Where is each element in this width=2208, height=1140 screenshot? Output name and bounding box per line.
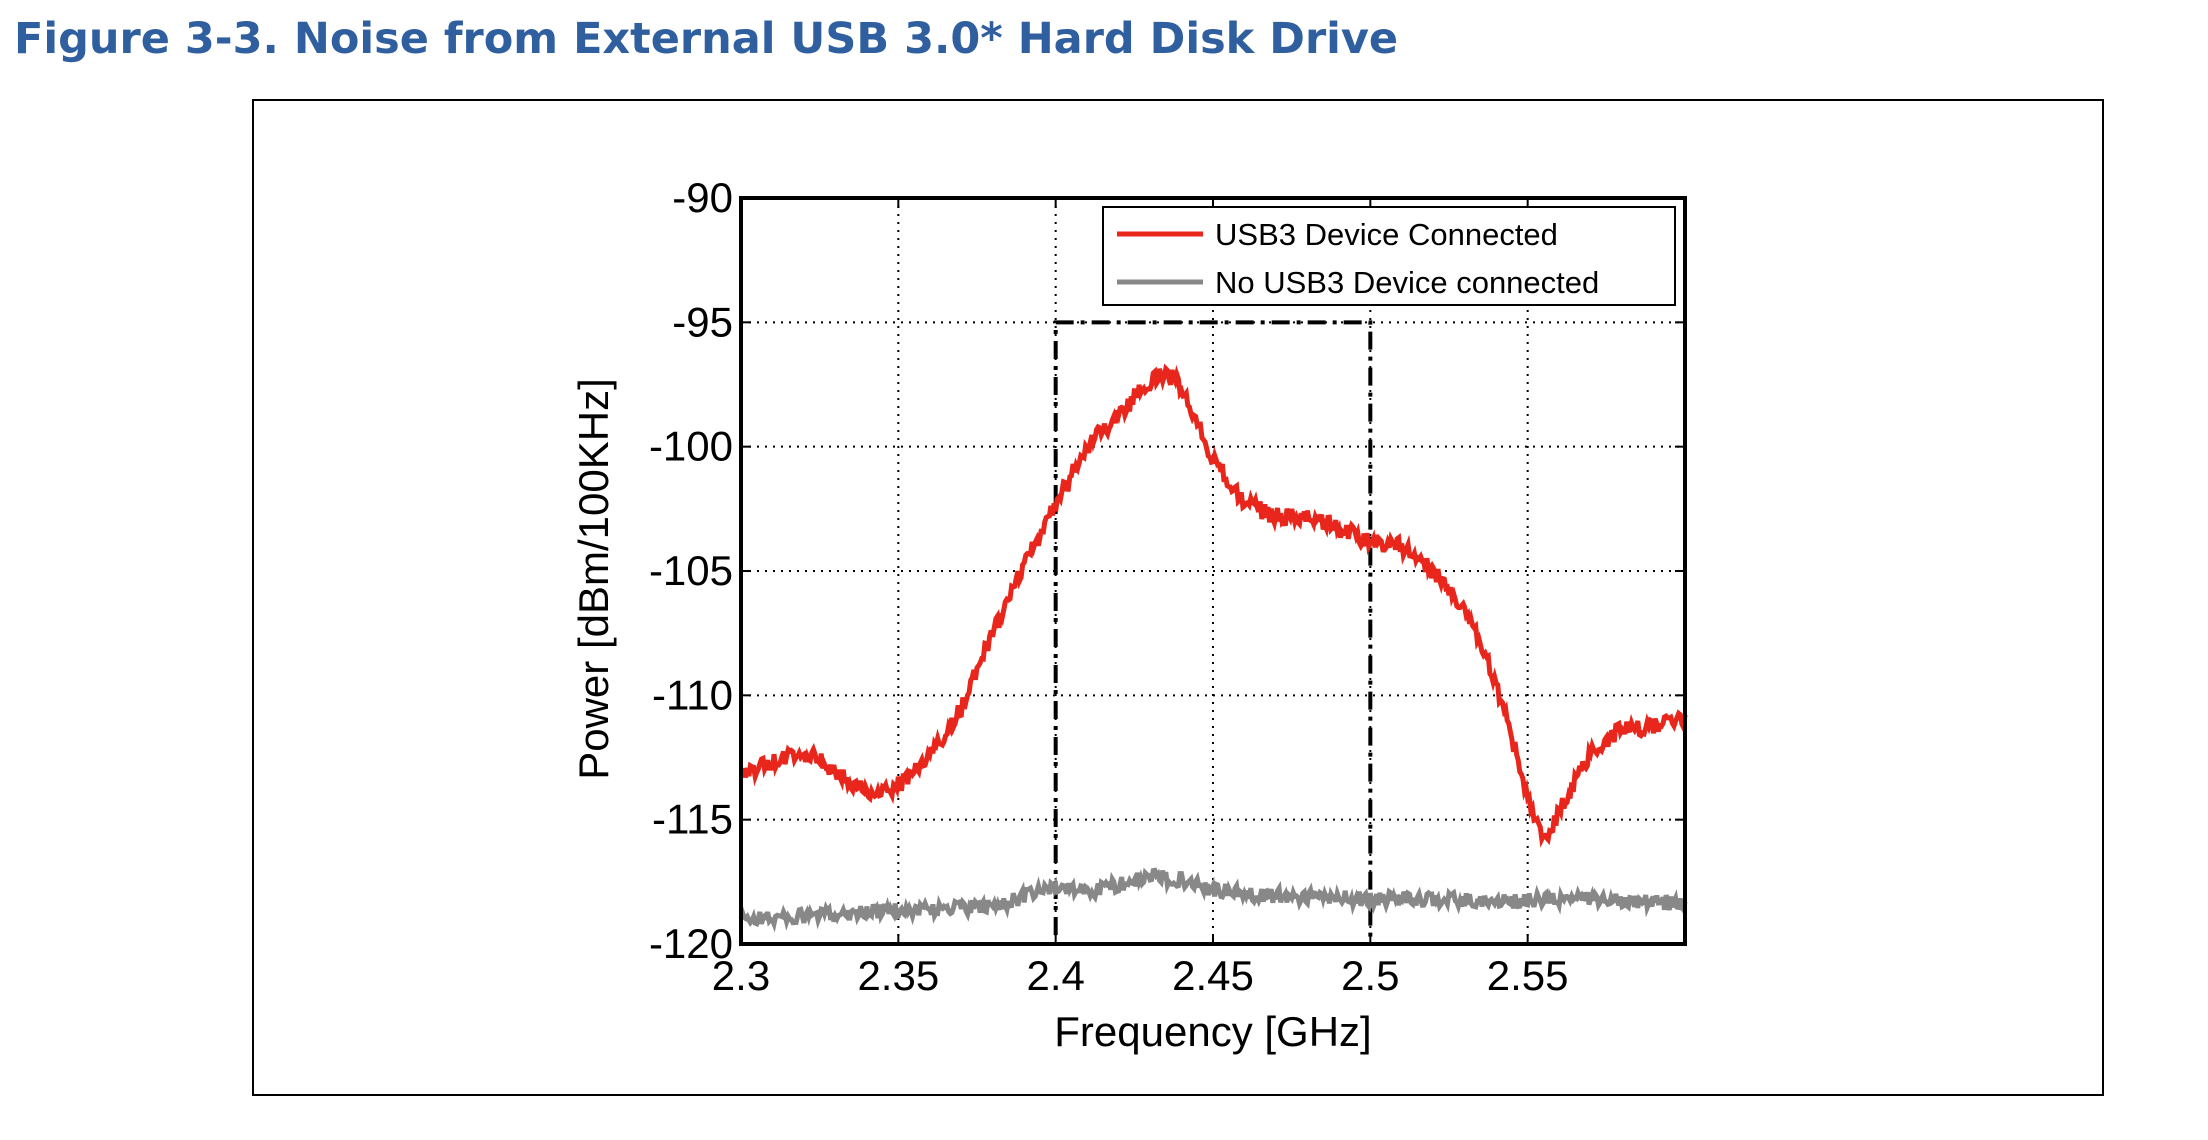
legend-label: USB3 Device Connected — [1215, 217, 1558, 252]
y-tick-label: -120 — [649, 920, 733, 967]
x-tick-label: 2.55 — [1487, 952, 1569, 999]
x-tick-label: 2.45 — [1172, 952, 1254, 999]
series-group — [738, 363, 1688, 933]
x-axis-label: Frequency [GHz] — [1054, 1008, 1371, 1055]
y-axis-label: Power [dBm/100KHz] — [570, 378, 617, 780]
y-tick-label: -115 — [652, 796, 733, 843]
x-tick-label: 2.35 — [857, 952, 939, 999]
x-tick-label: 2.3 — [712, 952, 770, 999]
series-line — [738, 363, 1688, 848]
x-tick-label: 2.4 — [1026, 952, 1084, 999]
y-tick-label: -100 — [649, 423, 733, 470]
legend: USB3 Device Connected No USB3 Device conn… — [1102, 206, 1676, 306]
x-tick-label: 2.5 — [1341, 952, 1399, 999]
legend-label: No USB3 Device connected — [1215, 265, 1599, 300]
y-tick-label: -95 — [672, 298, 733, 345]
series-line — [738, 867, 1688, 933]
tick-labels: 2.3 2.35 2.4 2.45 2.5 2.55 -90 -95 -100 -105 -110 -… — [649, 174, 1685, 999]
y-tick-label: -90 — [672, 174, 733, 221]
y-tick-label: -105 — [649, 547, 733, 594]
y-tick-label: -110 — [652, 671, 733, 718]
figure-title: Figure 3-3. Noise from External USB 3.0*… — [14, 14, 1399, 64]
legend-box — [1102, 206, 1676, 306]
